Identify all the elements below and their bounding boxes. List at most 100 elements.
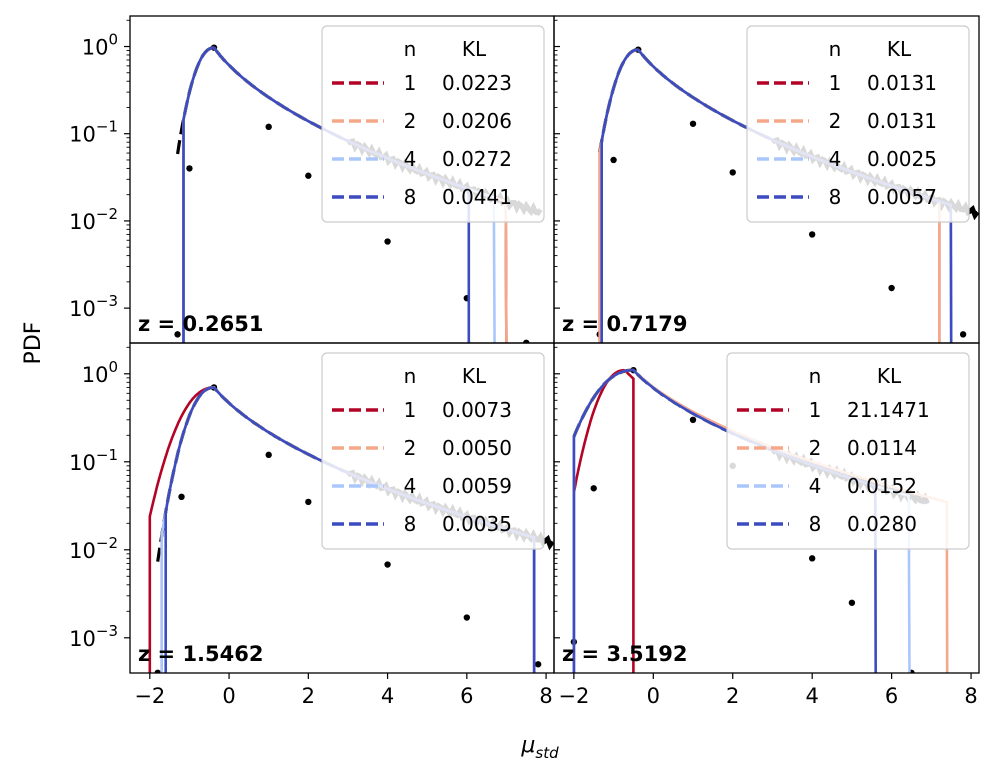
legend-header-n: n — [404, 37, 417, 61]
legend-kl-value: 0.0059 — [442, 474, 512, 498]
y-tick-label: 10−1 — [69, 118, 118, 147]
panel-2: z = 0.7179 n KL 1 0.0131 2 0.0131 4 0.0025 8 0.005… — [553, 15, 980, 344]
legend-box — [321, 25, 545, 223]
legend-n-value: 4 — [404, 474, 417, 498]
legend-n-value: 8 — [809, 512, 822, 536]
legend-kl-value: 0.0441 — [442, 185, 512, 209]
panel-3: 100 10−1 10−2 10−3 −2 0 2 4 6 8 z = 1.5462 n KL 1 0.00… — [69, 342, 555, 708]
x-tick-label: −2 — [558, 684, 589, 708]
panel-z-label: z = 0.2651 — [138, 312, 263, 336]
panel-z-label: z = 3.5192 — [562, 642, 687, 666]
legend-n-value: 2 — [404, 109, 417, 133]
reference-point-8 — [534, 661, 542, 668]
legend: n KL 1 0.0223 2 0.0206 4 0.0272 8 0.0441 — [321, 25, 545, 223]
legend-kl-value: 0.0152 — [847, 474, 917, 498]
legend-header-n: n — [829, 37, 842, 61]
reference-point-5 — [305, 498, 312, 506]
legend-kl-value: 21.1471 — [847, 398, 930, 422]
y-tick-label: 10−3 — [69, 292, 118, 321]
legend-n-value: 2 — [829, 109, 842, 133]
x-tick-label: 0 — [647, 684, 660, 708]
legend-n-value: 8 — [829, 185, 842, 209]
legend-kl-value: 0.0272 — [442, 147, 512, 171]
legend-box — [321, 352, 545, 550]
x-axis-label-main: μ — [520, 733, 535, 758]
reference-point-6 — [384, 561, 391, 568]
reference-point-5 — [305, 172, 312, 179]
panel-z-label: z = 1.5462 — [138, 642, 263, 666]
reference-point-4 — [265, 451, 272, 459]
x-axis-label-sub: std — [535, 744, 559, 762]
panel-4: −2 0 2 4 6 8 z = 3.5192 n KL 1 21.1471 2 0.0114 4 0.01… — [553, 342, 980, 708]
legend-n-value: 1 — [809, 398, 822, 422]
legend-n-value: 1 — [404, 71, 417, 95]
legend: n KL 1 0.0073 2 0.0050 4 0.0059 8 0.0035 — [321, 352, 545, 550]
legend-box — [746, 25, 970, 223]
reference-point-4 — [689, 120, 697, 127]
x-axis-label: μstd — [520, 733, 559, 762]
y-tick-label: 10−2 — [69, 534, 118, 563]
reference-point-4 — [265, 123, 272, 131]
legend-n-value: 1 — [829, 71, 842, 95]
y-tick-label: 10−1 — [69, 446, 118, 475]
reference-point-7 — [463, 614, 471, 621]
x-tick-label: 4 — [381, 684, 394, 708]
reference-point-8 — [959, 331, 967, 338]
reference-point-1 — [154, 669, 161, 673]
reference-data-points — [154, 384, 542, 673]
reference-point-2 — [590, 485, 597, 492]
x-tick-label: −2 — [134, 684, 165, 708]
legend-header-kl: KL — [877, 364, 902, 388]
legend-kl-value: 0.0073 — [442, 398, 512, 422]
x-tick-label: 6 — [460, 684, 473, 708]
y-tick-label: 10−3 — [69, 622, 118, 651]
reference-point-2 — [610, 156, 617, 164]
x-tick-label: 2 — [302, 684, 315, 708]
legend-n-value: 2 — [809, 436, 822, 460]
legend-kl-value: 0.0206 — [442, 109, 512, 133]
reference-point-6 — [808, 231, 816, 238]
legend-header-kl: KL — [462, 37, 487, 61]
legend-n-value: 1 — [404, 398, 417, 422]
reference-point-1 — [174, 331, 181, 338]
panel-z-label: z = 0.7179 — [562, 312, 687, 336]
legend-n-value: 8 — [404, 512, 417, 536]
legend-n-value: 4 — [809, 474, 822, 498]
y-tick-label: 100 — [82, 358, 118, 387]
legend-header-n: n — [809, 364, 822, 388]
legend-header-kl: KL — [462, 364, 487, 388]
panel-1: 100 10−1 10−2 10−3 z = 0.2651 n KL 1 0.0223 2 0.02… — [69, 15, 555, 344]
legend-kl-value: 0.0131 — [867, 71, 937, 95]
legend-box — [726, 352, 970, 550]
legend-kl-value: 0.0114 — [847, 436, 917, 460]
reference-point-2 — [178, 493, 185, 501]
x-tick-label: 8 — [964, 684, 977, 708]
reference-point-7 — [848, 599, 856, 606]
legend-kl-value: 0.0131 — [867, 109, 937, 133]
legend-kl-value: 0.0025 — [867, 147, 937, 171]
legend-n-value: 4 — [829, 147, 842, 171]
reference-point-8 — [523, 339, 530, 343]
x-tick-label: 4 — [805, 684, 818, 708]
reference-point-4 — [689, 416, 697, 424]
x-tick-label: 0 — [222, 684, 235, 708]
legend-kl-value: 0.0280 — [847, 512, 917, 536]
x-tick-label: 8 — [539, 684, 552, 708]
legend-kl-value: 0.0050 — [442, 436, 512, 460]
legend-n-value: 4 — [404, 147, 417, 171]
y-axis-label: PDF — [21, 322, 46, 365]
reference-data-points — [174, 44, 530, 343]
reference-point-6 — [808, 555, 816, 562]
x-tick-label: 2 — [726, 684, 739, 708]
legend: n KL 1 21.1471 2 0.0114 4 0.0152 8 0.0280 — [726, 352, 970, 550]
x-tick-label: 6 — [885, 684, 898, 708]
legend-header-kl: KL — [887, 37, 912, 61]
reference-point-5 — [729, 169, 736, 176]
legend: n KL 1 0.0131 2 0.0131 4 0.0025 8 0.0057 — [746, 25, 970, 223]
legend-kl-value: 0.0035 — [442, 512, 512, 536]
reference-point-2 — [186, 165, 193, 172]
legend-n-value: 8 — [404, 185, 417, 209]
legend-header-n: n — [404, 364, 417, 388]
legend-kl-value: 0.0223 — [442, 71, 512, 95]
